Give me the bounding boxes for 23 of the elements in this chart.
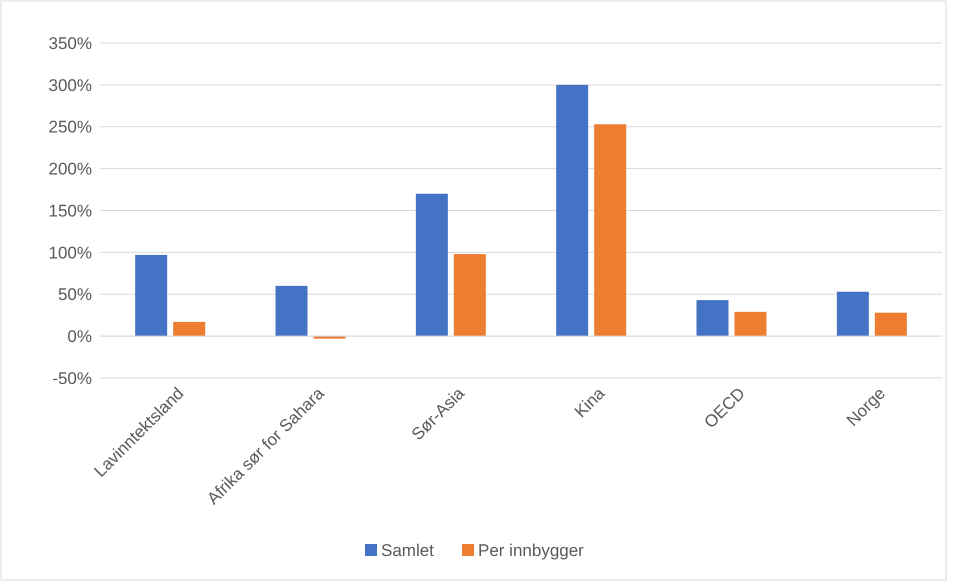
- bar: [556, 84, 588, 336]
- bar: [874, 312, 907, 336]
- bar: [416, 194, 448, 336]
- bar: [696, 300, 728, 336]
- bar: [594, 124, 626, 336]
- bar: [173, 322, 206, 336]
- legend-label: Per innbygger: [478, 540, 584, 560]
- y-tick-label: 100%: [48, 243, 92, 262]
- legend-label: Samlet: [381, 540, 434, 560]
- bar: [836, 292, 869, 336]
- y-tick-label: 50%: [58, 285, 92, 304]
- bar: [454, 254, 486, 336]
- y-tick-label: 300%: [48, 76, 92, 95]
- bar: [276, 286, 308, 336]
- y-tick-label: -50%: [52, 368, 92, 388]
- x-tick-label: Kina: [570, 383, 609, 422]
- y-tick-label: 350%: [48, 34, 92, 53]
- y-tick-label: 250%: [48, 118, 92, 137]
- bar: [135, 254, 168, 336]
- y-tick-label: 200%: [48, 160, 92, 179]
- y-tick-label: 150%: [48, 201, 92, 220]
- y-tick-label: 0%: [67, 327, 92, 346]
- bar: [734, 312, 766, 336]
